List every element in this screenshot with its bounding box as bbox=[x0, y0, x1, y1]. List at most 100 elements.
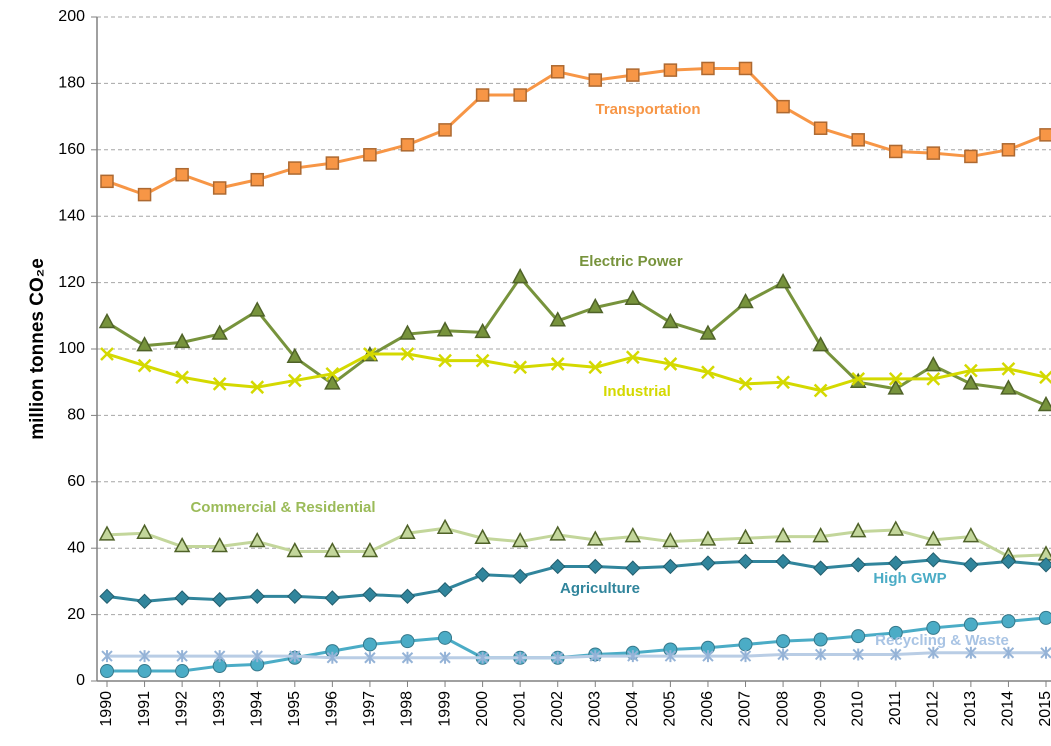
marker bbox=[250, 172, 264, 187]
marker bbox=[776, 99, 790, 114]
y-tick-label: 100 bbox=[58, 340, 85, 357]
marker bbox=[626, 68, 640, 82]
marker bbox=[514, 651, 526, 664]
series-label: Commercial & Residential bbox=[190, 499, 375, 516]
y-tick-label: 120 bbox=[58, 274, 85, 291]
marker bbox=[1001, 362, 1016, 376]
marker bbox=[212, 376, 227, 391]
marker bbox=[324, 590, 341, 606]
marker bbox=[700, 555, 716, 571]
marker bbox=[589, 650, 601, 663]
marker bbox=[925, 552, 942, 568]
x-tick-label: 2008 bbox=[774, 691, 791, 727]
y-tick-label: 0 bbox=[76, 672, 85, 689]
marker bbox=[213, 650, 226, 663]
marker bbox=[627, 650, 639, 663]
marker bbox=[137, 358, 152, 373]
marker bbox=[550, 357, 565, 371]
marker bbox=[738, 61, 753, 76]
marker bbox=[738, 376, 753, 391]
marker bbox=[248, 301, 266, 317]
marker bbox=[663, 357, 678, 371]
marker bbox=[664, 650, 677, 663]
marker bbox=[136, 523, 153, 540]
marker bbox=[963, 617, 978, 632]
marker bbox=[737, 292, 754, 309]
marker bbox=[175, 167, 189, 182]
marker bbox=[851, 371, 866, 386]
marker bbox=[212, 181, 227, 195]
marker bbox=[138, 650, 151, 663]
marker bbox=[249, 588, 265, 605]
x-tick-label: 2013 bbox=[962, 691, 979, 727]
marker bbox=[550, 558, 566, 575]
marker bbox=[136, 593, 153, 610]
marker bbox=[173, 332, 191, 349]
y-axis-title: million tonnes CO₂e bbox=[27, 258, 48, 440]
marker bbox=[587, 530, 604, 546]
marker bbox=[662, 558, 679, 575]
marker bbox=[324, 374, 341, 390]
marker bbox=[926, 146, 941, 160]
marker bbox=[475, 88, 490, 102]
marker bbox=[513, 360, 528, 375]
series-label: Transportation bbox=[595, 101, 700, 118]
marker bbox=[1040, 646, 1051, 659]
marker bbox=[925, 530, 942, 546]
marker bbox=[887, 520, 905, 536]
x-tick-label: 2012 bbox=[925, 691, 942, 727]
marker bbox=[1039, 610, 1051, 625]
marker bbox=[437, 581, 453, 598]
marker bbox=[888, 555, 904, 571]
marker bbox=[775, 553, 791, 570]
x-tick-label: 1994 bbox=[248, 691, 265, 727]
marker bbox=[513, 88, 527, 102]
marker bbox=[287, 373, 302, 388]
marker bbox=[1000, 553, 1017, 570]
marker bbox=[474, 528, 491, 544]
marker bbox=[850, 557, 866, 573]
marker bbox=[363, 148, 377, 162]
series-label: Industrial bbox=[603, 383, 671, 400]
marker bbox=[737, 553, 754, 570]
series-line bbox=[107, 651, 1046, 660]
marker bbox=[926, 620, 941, 635]
marker bbox=[1037, 395, 1051, 412]
x-tick-label: 1998 bbox=[399, 691, 416, 727]
marker bbox=[812, 560, 829, 576]
marker bbox=[890, 648, 902, 661]
marker bbox=[738, 637, 753, 652]
y-tick-label: 80 bbox=[67, 407, 85, 424]
marker bbox=[701, 365, 715, 380]
marker bbox=[851, 629, 866, 644]
marker bbox=[248, 531, 266, 548]
marker bbox=[699, 324, 717, 340]
x-tick-label: 1996 bbox=[324, 691, 341, 727]
marker bbox=[100, 174, 114, 189]
marker bbox=[436, 321, 454, 337]
marker bbox=[511, 531, 529, 548]
series-label: Electric Power bbox=[579, 253, 683, 270]
x-tick-label: 2000 bbox=[474, 691, 491, 727]
marker bbox=[400, 347, 415, 361]
marker bbox=[587, 558, 603, 575]
x-tick-label: 2010 bbox=[849, 691, 866, 727]
marker bbox=[964, 149, 978, 164]
marker bbox=[211, 536, 228, 553]
marker bbox=[288, 161, 302, 175]
x-tick-label: 2004 bbox=[624, 691, 641, 727]
marker bbox=[625, 560, 641, 576]
marker bbox=[436, 518, 454, 535]
marker bbox=[324, 541, 341, 558]
marker bbox=[963, 363, 978, 378]
marker bbox=[813, 121, 828, 135]
marker bbox=[400, 138, 415, 152]
x-tick-label: 2006 bbox=[699, 691, 716, 727]
x-tick-label: 1992 bbox=[173, 691, 190, 727]
marker bbox=[400, 634, 415, 649]
marker bbox=[851, 133, 865, 147]
marker bbox=[211, 324, 228, 340]
marker bbox=[475, 353, 490, 368]
marker bbox=[289, 650, 301, 663]
